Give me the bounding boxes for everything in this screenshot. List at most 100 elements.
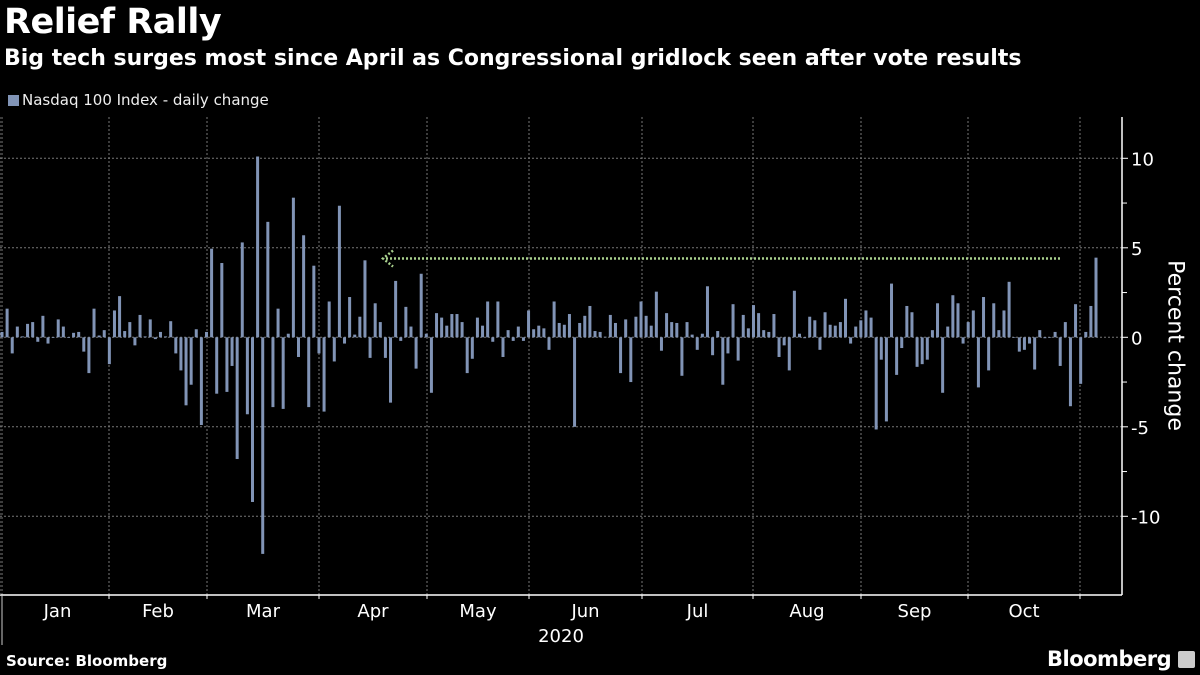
bar: [501, 337, 505, 357]
bar: [670, 322, 674, 338]
bar: [92, 308, 96, 338]
bar: [823, 312, 827, 338]
bar: [409, 326, 413, 338]
bar: [1063, 322, 1067, 338]
x-tick-label: Jan: [43, 601, 72, 622]
bar: [10, 337, 14, 354]
bar: [629, 337, 633, 383]
bar: [404, 306, 408, 338]
bar: [1094, 257, 1098, 338]
bar: [1043, 337, 1047, 339]
bar: [782, 337, 786, 346]
bar: [521, 337, 525, 341]
bar: [762, 330, 766, 338]
bar: [961, 337, 965, 344]
bar: [1002, 310, 1006, 338]
bar: [286, 333, 290, 338]
bar: [312, 265, 316, 338]
bar: [997, 330, 1001, 338]
bar: [859, 320, 863, 338]
bar: [51, 337, 55, 338]
bar: [746, 328, 750, 338]
bar: [634, 316, 638, 338]
bar: [179, 337, 183, 371]
bar: [435, 313, 439, 338]
bar: [527, 310, 531, 338]
bar: [578, 322, 582, 338]
bar: [925, 337, 929, 360]
source-note: Source: Bloomberg: [6, 652, 168, 670]
y-tick-label: 10: [1131, 149, 1154, 170]
bar: [291, 197, 295, 338]
bar: [803, 337, 807, 339]
bar: [808, 316, 812, 338]
bar: [245, 337, 249, 415]
bar: [250, 337, 254, 502]
bar: [189, 337, 193, 385]
bar: [573, 337, 577, 427]
bar: [705, 286, 709, 338]
bar: [394, 280, 398, 338]
bloomberg-chart-icon: [1178, 651, 1195, 668]
bar: [976, 337, 980, 388]
bar: [1028, 337, 1032, 344]
bar: [772, 314, 776, 338]
bar: [552, 301, 556, 338]
bar: [690, 334, 694, 338]
bar: [649, 325, 653, 338]
bar: [665, 313, 669, 338]
bar: [61, 326, 65, 338]
bar: [256, 156, 260, 338]
bar: [383, 337, 387, 358]
bar: [1074, 304, 1078, 338]
bar: [869, 317, 873, 338]
bar: [87, 337, 91, 374]
bar: [230, 337, 234, 366]
bar: [424, 333, 428, 338]
bar: [659, 337, 663, 351]
bar: [644, 315, 648, 338]
bar: [327, 301, 331, 338]
bar: [56, 319, 60, 338]
bar: [537, 325, 541, 338]
bar: [158, 331, 162, 338]
bar: [741, 314, 745, 338]
bar: [915, 337, 919, 367]
bar: [389, 337, 393, 403]
bar: [199, 337, 203, 426]
bar: [15, 326, 19, 338]
bar: [797, 333, 801, 338]
bar: [363, 260, 367, 338]
bar: [66, 337, 70, 338]
bar: [685, 322, 689, 338]
bar: [567, 314, 571, 338]
bar: [598, 331, 602, 338]
bar: [261, 337, 265, 554]
bar: [112, 310, 116, 338]
bar: [557, 322, 561, 338]
bar: [470, 337, 474, 359]
bar: [1038, 330, 1042, 338]
bar: [143, 336, 147, 338]
bar: [767, 331, 771, 338]
bar: [1048, 337, 1052, 338]
bar: [813, 320, 817, 338]
bar: [118, 296, 122, 338]
bloomberg-logo: Bloomberg: [1047, 647, 1172, 671]
bar: [475, 317, 479, 338]
bar: [240, 242, 244, 338]
bar: [31, 322, 35, 338]
bar: [1058, 337, 1062, 366]
bar: [900, 337, 904, 349]
bar: [879, 337, 883, 360]
bar: [613, 322, 617, 338]
bar: [266, 221, 270, 338]
bar: [619, 337, 623, 374]
bar: [215, 337, 219, 394]
bar: [153, 337, 157, 340]
bar: [910, 312, 914, 338]
y-tick-label: 5: [1131, 239, 1142, 260]
bar: [1012, 337, 1016, 338]
chart-title: Relief Rally: [4, 2, 222, 42]
x-tick-label: Feb: [142, 601, 174, 622]
